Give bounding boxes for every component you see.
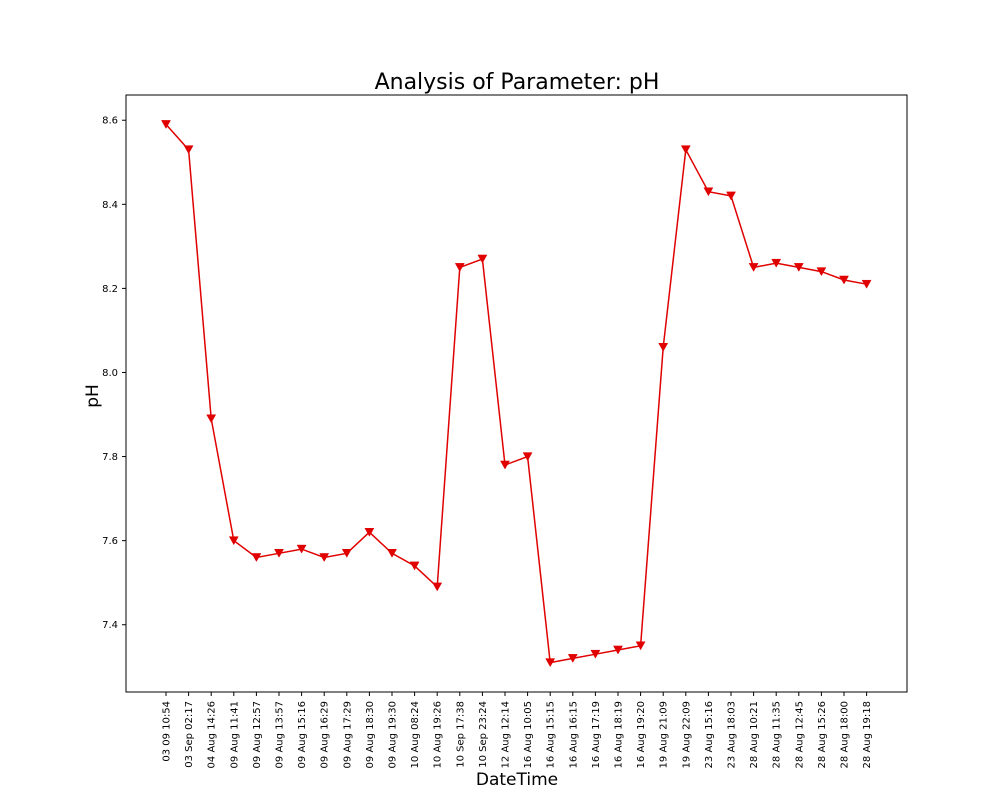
data-point-marker — [658, 343, 669, 352]
data-point-marker — [590, 649, 601, 659]
series-line — [165, 123, 867, 664]
data-point-marker — [726, 191, 736, 201]
data-point-marker — [161, 120, 171, 129]
x-tick-label: 03 Sep 02:17 — [184, 701, 195, 768]
x-tick-label: 19 Aug 21:09 — [659, 701, 670, 768]
x-tick-label: 28 Aug 10:21 — [749, 701, 760, 768]
plot-area: 7.4 7.6 7.8 8.0 8.2 8.4 8.6 03 09 10:54 03 Sep 0… — [102, 94, 908, 768]
x-tick-label: 09 Aug 13:57 — [275, 701, 286, 768]
y-tick-label: 8.2 — [102, 284, 118, 295]
x-tick-label: 23 Aug 15:16 — [704, 701, 715, 768]
x-axis-label: DateTime — [476, 770, 558, 790]
x-tick-label: 23 Aug 18:03 — [727, 701, 738, 768]
x-tick-label: 28 Aug 12:45 — [794, 701, 805, 768]
data-point-marker — [477, 254, 488, 264]
data-point-marker — [861, 279, 872, 289]
x-tick-label: 09 Aug 16:29 — [320, 701, 331, 768]
x-tick-label: 16 Aug 15:15 — [546, 701, 557, 768]
chart-title: Analysis of Parameter: pH — [375, 70, 660, 95]
plot-frame — [125, 94, 908, 693]
x-tick-label: 16 Aug 19:20 — [636, 701, 647, 768]
data-point-marker — [839, 275, 849, 285]
x-tick-label: 09 Aug 19:30 — [388, 701, 399, 768]
x-tick-label: 10 Aug 08:24 — [410, 701, 421, 768]
data-point-marker — [432, 582, 443, 592]
x-tick-label: 28 Aug 18:00 — [840, 701, 851, 768]
data-point-marker — [319, 553, 330, 562]
data-point-marker — [183, 145, 194, 155]
x-tick-label: 28 Aug 15:26 — [817, 701, 828, 768]
data-point-marker — [409, 561, 420, 571]
x-tick-label: 03 09 10:54 — [162, 701, 173, 762]
x-tick-label: 09 Aug 11:41 — [229, 701, 240, 768]
x-tick-label: 28 Aug 19:18 — [862, 701, 873, 768]
y-tick-label: 8.6 — [102, 116, 118, 127]
data-point-marker — [748, 263, 759, 272]
y-axis-label: pH — [83, 384, 103, 408]
data-point-marker — [567, 654, 578, 663]
data-point-marker — [341, 549, 352, 558]
x-tick-label: 16 Aug 18:19 — [614, 701, 625, 768]
x-tick-label: 10 Sep 23:24 — [478, 701, 489, 768]
x-tick-label: 10 Sep 17:38 — [455, 701, 466, 768]
x-tick-label: 10 Aug 19:26 — [433, 701, 444, 768]
x-tick-label: 16 Aug 16:15 — [568, 701, 579, 768]
y-tick-label: 7.8 — [102, 452, 118, 463]
data-point-marker — [613, 645, 623, 655]
data-point-marker — [251, 553, 262, 562]
x-tick-label: 16 Aug 17:19 — [591, 701, 602, 768]
data-point-marker — [545, 658, 556, 668]
data-point-marker — [793, 263, 804, 272]
y-tick-label: 8.0 — [102, 368, 118, 379]
data-point-marker — [816, 267, 827, 277]
y-tick-label: 7.6 — [102, 536, 118, 547]
x-tick-label: 12 Aug 12:14 — [501, 701, 512, 768]
data-point-marker — [703, 187, 714, 197]
x-tick-label: 09 Aug 12:57 — [252, 701, 263, 768]
data-point-marker — [500, 460, 510, 470]
data-point-marker — [635, 641, 646, 651]
y-tick-label: 7.4 — [102, 620, 118, 631]
data-point-marker — [680, 145, 691, 155]
x-tick-label: 09 Aug 18:30 — [365, 701, 376, 768]
data-point-marker — [454, 263, 465, 272]
x-tick-label: 16 Aug 10:05 — [523, 701, 534, 768]
data-point-marker — [206, 414, 217, 424]
data-point-marker — [228, 536, 239, 546]
x-tick-label: 09 Aug 17:29 — [342, 701, 353, 768]
x-tick-label: 28 Aug 11:35 — [772, 701, 783, 768]
data-point-marker — [522, 452, 533, 462]
data-point-marker — [387, 549, 397, 558]
data-point-marker — [364, 527, 375, 537]
x-tick-label: 19 Aug 22:09 — [681, 701, 692, 768]
data-point-marker — [296, 544, 307, 554]
x-tick-label: 09 Aug 15:16 — [297, 701, 308, 768]
data-point-marker — [771, 258, 782, 268]
data-point-marker — [274, 549, 284, 558]
x-tick-label: 04 Aug 14:26 — [207, 701, 218, 768]
y-tick-label: 8.4 — [102, 200, 118, 211]
